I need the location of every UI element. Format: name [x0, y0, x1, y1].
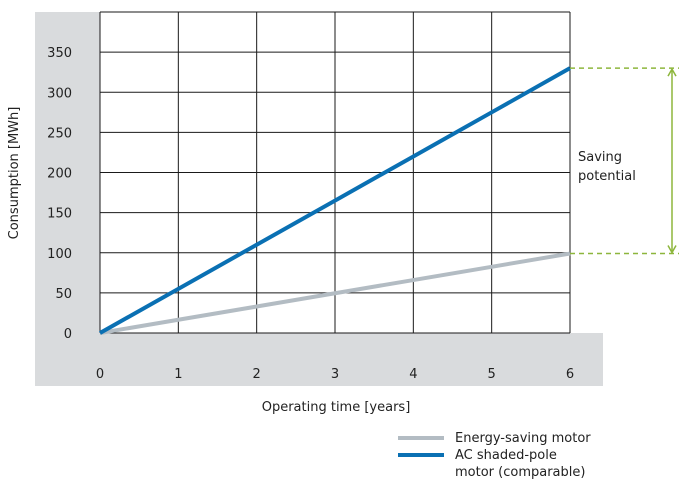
grid — [99, 11, 571, 334]
annotation-line-1: Saving — [578, 150, 622, 165]
legend-label-ac-shaded-pole-line-1: AC shaded-pole — [455, 448, 557, 463]
legend-label-ac-shaded-pole-line-2: motor (comparable) — [455, 465, 585, 480]
x-axis-band — [35, 333, 603, 386]
y-tick-label-350: 350 — [47, 46, 72, 61]
x-tick-label-3: 3 — [331, 367, 339, 382]
y-tick-label-50: 50 — [55, 287, 72, 302]
legend: Energy-saving motor AC shaded-pole motor… — [398, 431, 591, 480]
y-tick-label-100: 100 — [47, 247, 72, 262]
x-tick-label-0: 0 — [96, 367, 104, 382]
x-tick-label-4: 4 — [409, 367, 417, 382]
x-tick-label-6: 6 — [566, 367, 574, 382]
y-tick-label-300: 300 — [47, 86, 72, 101]
series-line-1 — [99, 66, 571, 335]
y-tick-labels: 0 50 100 150 200 250 300 350 — [47, 46, 72, 342]
x-tick-label-5: 5 — [488, 367, 496, 382]
legend-label-energy-saving: Energy-saving motor — [455, 431, 591, 446]
y-tick-label-200: 200 — [47, 167, 72, 182]
series-line-0 — [99, 251, 571, 335]
series-lines — [99, 66, 571, 335]
y-axis-title: Consumption [MWh] — [7, 107, 22, 240]
x-tick-label-1: 1 — [174, 367, 182, 382]
saving-potential-annotation: Saving potential — [570, 67, 679, 255]
x-tick-label-2: 2 — [253, 367, 261, 382]
y-tick-label-250: 250 — [47, 126, 72, 141]
annotation-arrow-head-bottom — [667, 245, 677, 255]
x-axis-title: Operating time [years] — [262, 400, 411, 415]
y-tick-label-0: 0 — [64, 327, 72, 342]
x-tick-labels: 0 1 2 3 4 5 6 — [96, 367, 574, 382]
y-tick-label-150: 150 — [47, 207, 72, 222]
y-axis-band — [35, 12, 100, 386]
annotation-line-2: potential — [578, 169, 636, 184]
annotation-arrow-head-top — [667, 67, 677, 77]
